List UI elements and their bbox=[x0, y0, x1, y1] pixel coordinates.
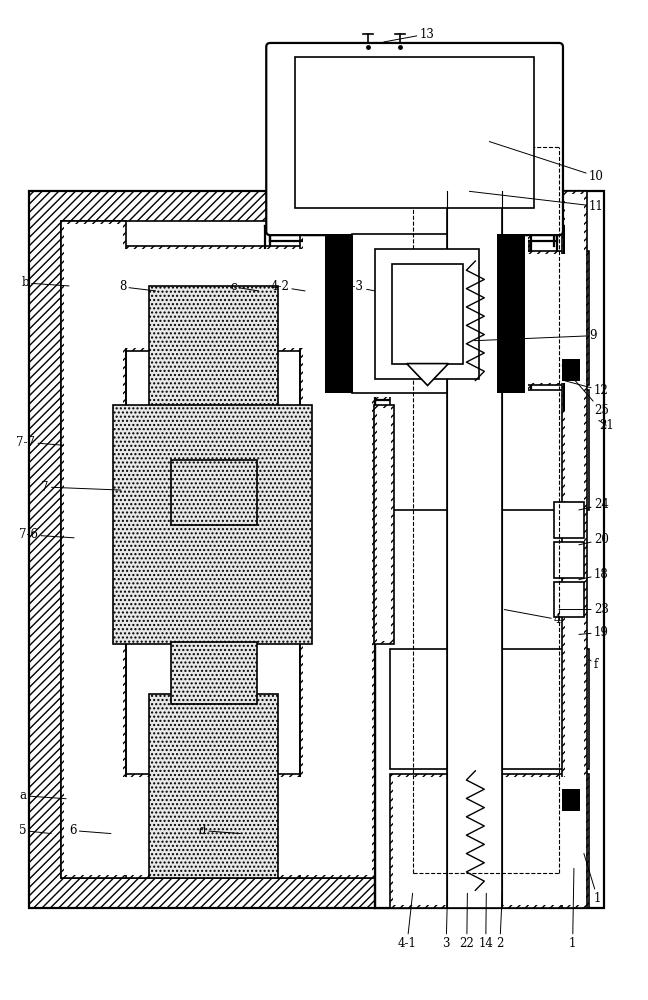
Bar bbox=[113, 405, 312, 644]
Bar bbox=[325, 229, 528, 397]
Text: 3: 3 bbox=[443, 893, 450, 950]
Text: 6: 6 bbox=[69, 824, 111, 837]
Bar bbox=[303, 224, 372, 875]
Bar bbox=[393, 254, 586, 383]
Bar bbox=[562, 789, 580, 811]
Text: d: d bbox=[198, 824, 240, 837]
Text: 18: 18 bbox=[579, 568, 608, 581]
Bar bbox=[61, 221, 375, 878]
Bar bbox=[149, 286, 278, 465]
Text: 12: 12 bbox=[564, 381, 608, 397]
Bar bbox=[565, 194, 584, 905]
Text: 4-3: 4-3 bbox=[345, 280, 375, 293]
Text: 11: 11 bbox=[469, 191, 603, 213]
Bar bbox=[497, 234, 525, 393]
Text: 24: 24 bbox=[579, 498, 608, 511]
Text: 9: 9 bbox=[474, 329, 596, 342]
Bar bbox=[64, 224, 123, 875]
Bar bbox=[393, 777, 586, 905]
Text: 22: 22 bbox=[459, 893, 474, 950]
Text: 8: 8 bbox=[119, 280, 156, 293]
Text: c: c bbox=[231, 280, 259, 293]
Text: a: a bbox=[19, 789, 66, 802]
Bar bbox=[29, 191, 408, 908]
Bar bbox=[71, 774, 365, 878]
Bar bbox=[389, 774, 589, 908]
Bar bbox=[170, 460, 257, 525]
Text: 14: 14 bbox=[478, 893, 493, 950]
Text: 23: 23 bbox=[559, 603, 608, 616]
Bar bbox=[74, 777, 362, 875]
Text: 5: 5 bbox=[19, 824, 51, 837]
Bar bbox=[352, 234, 498, 393]
Bar bbox=[376, 408, 391, 641]
Bar bbox=[448, 191, 502, 908]
Text: 7-6: 7-6 bbox=[19, 528, 74, 541]
Text: 2: 2 bbox=[496, 893, 503, 950]
Bar bbox=[389, 649, 589, 769]
Text: 7: 7 bbox=[41, 481, 121, 494]
Polygon shape bbox=[407, 364, 448, 385]
Text: 19: 19 bbox=[579, 626, 608, 639]
Bar bbox=[325, 234, 353, 393]
Text: 1: 1 bbox=[569, 868, 576, 950]
Text: 20: 20 bbox=[579, 533, 608, 546]
Bar bbox=[389, 251, 589, 385]
Bar bbox=[554, 502, 584, 538]
Text: 13: 13 bbox=[384, 28, 434, 42]
Bar bbox=[375, 249, 480, 379]
Text: 4-2: 4-2 bbox=[270, 280, 305, 293]
Bar bbox=[389, 390, 589, 510]
Text: f: f bbox=[589, 658, 598, 671]
Text: 10: 10 bbox=[489, 142, 604, 183]
Text: 4: 4 bbox=[504, 610, 562, 626]
Bar bbox=[71, 246, 365, 351]
Bar bbox=[375, 191, 604, 908]
FancyBboxPatch shape bbox=[266, 43, 563, 235]
Text: b: b bbox=[21, 276, 69, 289]
Text: 7-7: 7-7 bbox=[16, 436, 63, 449]
Bar bbox=[322, 226, 531, 400]
Bar bbox=[562, 191, 587, 908]
Bar bbox=[149, 694, 278, 878]
Bar bbox=[300, 221, 375, 878]
Bar bbox=[295, 57, 534, 208]
Bar bbox=[170, 642, 257, 704]
Text: 4-1: 4-1 bbox=[398, 893, 417, 950]
Bar bbox=[554, 582, 584, 617]
Bar bbox=[562, 359, 580, 381]
Bar bbox=[374, 405, 394, 644]
Bar bbox=[554, 542, 584, 578]
Text: 21: 21 bbox=[599, 419, 614, 432]
Text: 25: 25 bbox=[562, 366, 608, 417]
Bar bbox=[391, 264, 463, 364]
Bar bbox=[61, 221, 375, 878]
Bar bbox=[74, 249, 362, 348]
Bar bbox=[61, 221, 126, 878]
Text: 1: 1 bbox=[584, 853, 601, 905]
